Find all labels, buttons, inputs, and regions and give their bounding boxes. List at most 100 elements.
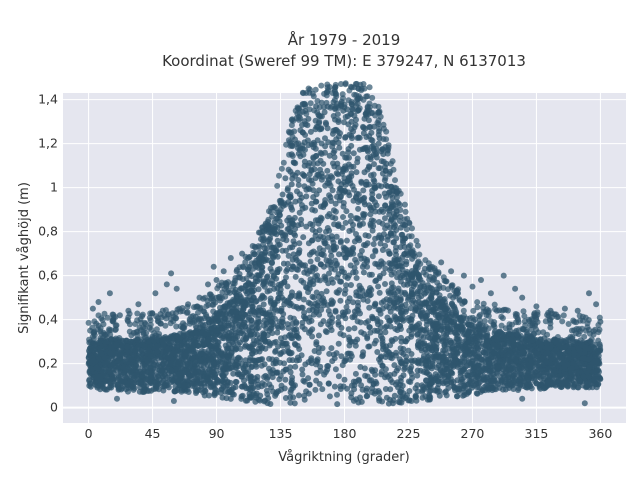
data-point (348, 142, 355, 149)
data-point (270, 360, 277, 367)
data-point (313, 341, 320, 348)
data-point (294, 169, 301, 176)
data-point (319, 386, 326, 393)
data-point (361, 365, 368, 372)
data-point (245, 385, 252, 392)
data-point (491, 330, 498, 337)
data-point (255, 312, 262, 318)
data-point (285, 348, 292, 355)
data-point (236, 298, 243, 304)
data-point (473, 365, 480, 372)
data-point (266, 287, 273, 294)
data-point (272, 348, 279, 355)
data-point (330, 160, 336, 167)
data-point (107, 368, 114, 375)
data-point (452, 355, 459, 362)
data-point (198, 350, 204, 357)
data-point (364, 258, 370, 265)
data-point (435, 378, 442, 385)
data-point (321, 240, 328, 247)
data-point (321, 371, 328, 378)
data-point (353, 396, 360, 403)
data-point (248, 300, 255, 307)
data-point (325, 280, 332, 287)
data-point (510, 342, 517, 349)
data-point (393, 235, 400, 242)
data-point (308, 177, 315, 184)
data-point (208, 325, 215, 332)
data-point (134, 355, 141, 361)
data-point (366, 124, 373, 131)
data-point (500, 341, 506, 348)
data-point (274, 329, 281, 336)
data-point (382, 281, 388, 287)
data-point (401, 281, 407, 288)
data-point (326, 211, 333, 217)
data-point (481, 384, 488, 390)
data-point (201, 392, 208, 399)
chart-title-line-1: År 1979 - 2019 (288, 30, 401, 49)
data-point (264, 376, 271, 382)
data-point (340, 214, 346, 220)
data-point (283, 247, 289, 254)
data-point (382, 329, 389, 336)
data-point (351, 314, 358, 320)
data-point (388, 216, 395, 223)
data-point (332, 200, 339, 207)
data-point (459, 378, 466, 385)
data-point (338, 187, 345, 194)
data-point (193, 358, 200, 365)
data-point (356, 287, 363, 293)
data-point (363, 387, 370, 394)
data-point (340, 244, 347, 251)
data-point (300, 234, 307, 241)
data-point (473, 371, 480, 378)
data-point (375, 140, 382, 147)
data-point (283, 268, 290, 275)
data-point (348, 282, 354, 288)
data-point (124, 343, 131, 350)
data-point (279, 191, 286, 198)
data-point (375, 193, 382, 200)
data-point (424, 309, 431, 316)
data-point (400, 390, 407, 397)
data-point (361, 169, 368, 176)
data-point (353, 169, 360, 176)
data-point (178, 340, 185, 347)
data-point (360, 296, 367, 303)
data-point (143, 383, 150, 390)
data-point (377, 240, 384, 247)
data-point (337, 330, 344, 337)
data-point (342, 315, 349, 322)
data-point (341, 376, 348, 383)
data-point (346, 175, 352, 182)
data-point (245, 368, 252, 375)
data-point (334, 193, 340, 200)
data-point (401, 366, 408, 373)
data-point (372, 300, 379, 307)
data-point (561, 344, 568, 351)
data-point (332, 127, 339, 133)
data-point (427, 387, 434, 394)
data-point (305, 240, 312, 247)
data-point (138, 381, 145, 388)
data-point (380, 208, 387, 215)
data-point (317, 166, 324, 173)
data-point (335, 171, 341, 178)
data-point (357, 319, 364, 326)
data-point (277, 290, 284, 297)
data-point (201, 388, 208, 395)
data-point (316, 227, 323, 234)
data-point (337, 278, 344, 285)
data-point (287, 399, 294, 406)
data-point (372, 278, 379, 285)
data-point (113, 342, 120, 348)
data-point (254, 325, 261, 331)
data-point (276, 318, 283, 325)
data-point (390, 400, 396, 407)
data-point (342, 154, 349, 161)
data-point (358, 382, 365, 389)
data-point (284, 283, 291, 290)
data-point (304, 284, 310, 291)
data-point (316, 118, 323, 125)
